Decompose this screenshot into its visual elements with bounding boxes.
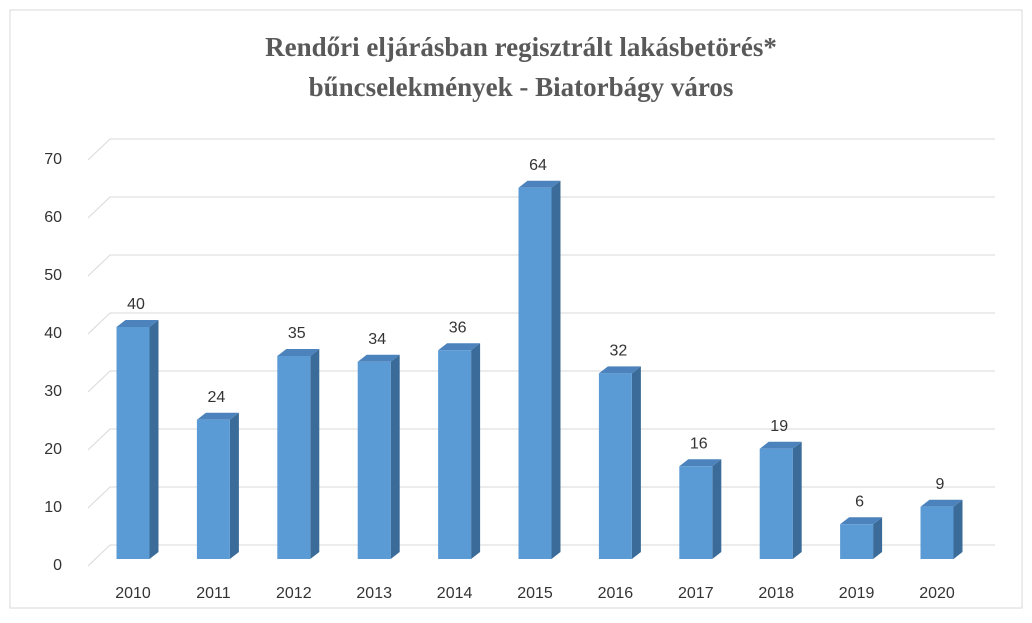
y-tick-label: 70 xyxy=(44,151,62,168)
bar-face xyxy=(631,366,641,559)
grid-line xyxy=(87,196,995,219)
bar xyxy=(679,459,722,559)
data-label: 35 xyxy=(288,325,306,342)
bar-face xyxy=(792,441,802,559)
x-tick-label: 2018 xyxy=(758,585,794,602)
x-tick-label: 2012 xyxy=(276,585,312,602)
bar-face xyxy=(679,459,722,467)
bar-face xyxy=(116,327,150,559)
bar-face xyxy=(438,343,481,351)
bar-face xyxy=(149,320,159,559)
bar xyxy=(518,180,561,560)
y-tick-label: 50 xyxy=(44,267,62,284)
y-tick-label: 0 xyxy=(53,557,62,574)
bar-face xyxy=(679,466,713,559)
bar-face xyxy=(712,459,722,559)
bar xyxy=(277,349,320,559)
bar xyxy=(116,320,159,559)
bar-face xyxy=(310,349,320,559)
grid-line xyxy=(87,428,995,451)
data-label: 34 xyxy=(368,331,386,348)
bar-face xyxy=(759,448,793,559)
y-tick-label: 40 xyxy=(44,325,62,342)
bar-face xyxy=(229,412,239,559)
bar-face xyxy=(518,187,552,560)
data-label: 64 xyxy=(529,157,547,174)
bar xyxy=(438,343,481,559)
x-tick-label: 2015 xyxy=(517,585,553,602)
y-tick-label: 10 xyxy=(44,499,62,516)
bar xyxy=(598,366,641,559)
data-label: 32 xyxy=(610,343,628,360)
data-label: 16 xyxy=(690,435,708,452)
bar-face xyxy=(598,373,632,559)
bar-face xyxy=(840,524,874,559)
bar-face xyxy=(357,361,391,559)
bar-face xyxy=(873,517,883,559)
bar-face xyxy=(518,180,561,188)
grid-line xyxy=(87,254,995,277)
data-label: 40 xyxy=(127,296,145,313)
x-tick-label: 2020 xyxy=(919,585,955,602)
chart-title: bűncselekmények - Biatorbágy város xyxy=(309,72,734,102)
bar-face xyxy=(759,441,802,449)
x-tick-label: 2013 xyxy=(356,585,392,602)
y-tick-label: 20 xyxy=(44,441,62,458)
y-tick-label: 60 xyxy=(44,209,62,226)
y-tick-label: 30 xyxy=(44,383,62,400)
chart-border xyxy=(9,9,1023,609)
bar-face xyxy=(953,499,963,559)
bar-face xyxy=(390,354,400,559)
bar xyxy=(920,499,963,559)
grid-line xyxy=(87,312,995,335)
data-label: 19 xyxy=(770,418,788,435)
bar-face xyxy=(840,517,883,525)
bar-face xyxy=(598,366,641,374)
grid-line xyxy=(87,370,995,393)
bar-face xyxy=(471,343,481,559)
x-tick-label: 2011 xyxy=(196,585,231,602)
bar-face xyxy=(438,350,472,559)
x-tick-label: 2014 xyxy=(437,585,473,602)
bar xyxy=(759,441,802,559)
bar-face xyxy=(357,354,400,362)
bar-face xyxy=(551,180,561,560)
bar-face xyxy=(116,320,159,327)
bar-face xyxy=(277,356,311,559)
bar-face xyxy=(196,419,230,559)
data-label: 24 xyxy=(208,389,226,406)
grid-line xyxy=(87,138,995,161)
bar xyxy=(840,517,883,559)
chart-title: Rendőri eljárásban regisztrált lakásbetö… xyxy=(265,32,777,62)
bar xyxy=(196,412,239,559)
bar-face xyxy=(196,412,239,420)
data-label: 6 xyxy=(855,493,864,510)
bar-face xyxy=(920,499,963,507)
bar-face xyxy=(277,349,320,356)
x-tick-label: 2010 xyxy=(115,585,151,602)
x-tick-label: 2019 xyxy=(839,585,875,602)
x-tick-label: 2016 xyxy=(598,585,634,602)
data-label: 9 xyxy=(936,476,945,493)
bar xyxy=(357,354,400,559)
bar-face xyxy=(920,506,954,559)
x-tick-label: 2017 xyxy=(678,585,714,602)
data-label: 36 xyxy=(449,319,467,336)
